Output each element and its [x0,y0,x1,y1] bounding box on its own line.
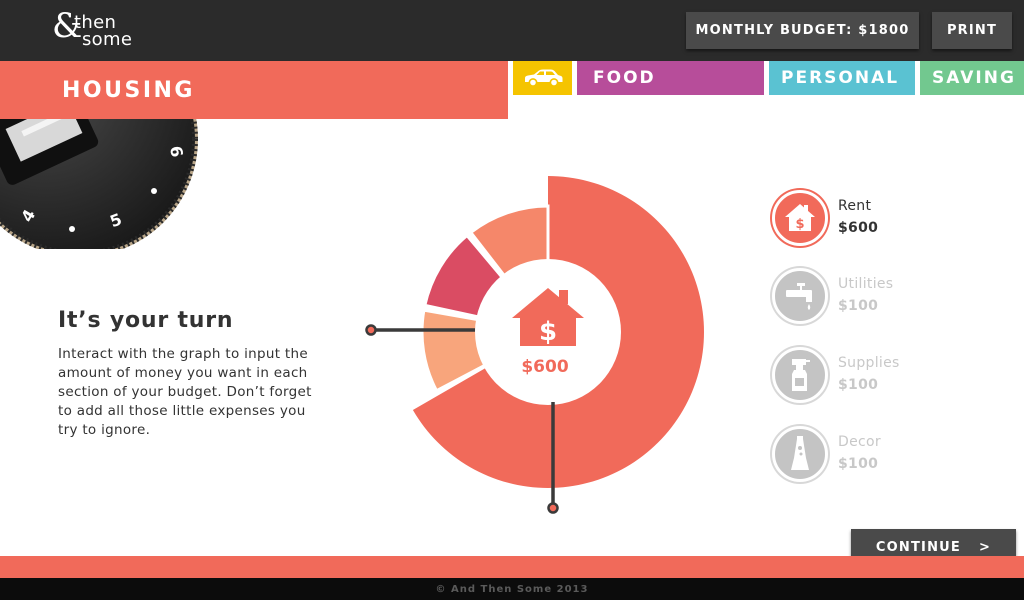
legend-supplies-value: $100 [838,377,879,393]
monthly-budget-button[interactable]: MONTHLY BUDGET: $1800 [686,12,919,49]
car-icon [524,69,562,87]
legend-utilities-circle[interactable] [772,268,828,324]
svg-text:$: $ [539,317,557,347]
spray-bottle-icon [792,359,810,391]
logo-ampersand: & [52,6,83,46]
legend-item-decor[interactable]: Decor $100 [772,426,972,482]
chart-center-value: $600 [521,357,568,377]
legend-supplies-circle[interactable] [772,347,828,403]
faucet-icon [786,283,812,310]
legend-decor-value: $100 [838,456,879,472]
top-bar: & then some MONTHLY BUDGET: $1800 PRINT [0,0,1024,61]
footer: © And Then Some 2013 [0,578,1024,600]
drag-handle-bottom[interactable] [547,502,559,514]
drag-handle-left[interactable] [365,324,377,336]
logo-word-then: then [74,12,117,33]
tab-saving[interactable]: SAVING [920,61,1024,95]
legend-item-utilities[interactable]: Utilities $100 [772,268,972,324]
legend-supplies-name: Supplies [838,355,900,371]
copyright-text: © And Then Some 2013 [435,583,589,595]
logo: & then some [52,6,152,52]
legend-item-supplies[interactable]: Supplies $100 [772,347,972,403]
legend-utilities-value: $100 [838,298,879,314]
tab-housing[interactable]: HOUSING [0,61,508,119]
budget-donut-chart[interactable]: $ $600 [360,170,720,520]
lava-lamp-icon [791,436,809,470]
chevron-right-icon: > [979,540,992,555]
legend-rent-value: $600 [838,220,879,236]
svg-text:$: $ [795,217,804,232]
bottom-accent-stripe [0,556,1024,578]
thermostat-dial-image: 6 5 4 [0,119,200,249]
tab-personal[interactable]: PERSONAL [769,61,915,95]
print-button[interactable]: PRINT [932,12,1012,49]
tab-transport[interactable] [513,61,572,95]
continue-label: CONTINUE [875,540,961,555]
house-dollar-icon: $ [785,204,815,232]
intro-body: Interact with the graph to input the amo… [58,346,312,438]
legend-item-rent[interactable]: $ Rent $600 [772,190,972,246]
tab-housing-label: HOUSING [62,77,195,103]
house-dollar-icon: $ [512,288,584,347]
dial-number-6: 6 [166,144,187,158]
legend-rent-name: Rent [838,198,872,214]
logo-word-some: some [82,29,133,50]
legend-rent-circle[interactable]: $ [772,190,828,246]
legend-decor-circle[interactable] [772,426,828,482]
legend-decor-name: Decor [838,434,881,450]
legend-utilities-name: Utilities [838,276,894,292]
tab-food[interactable]: FOOD [577,61,764,95]
intro-title: It’s your turn [58,308,234,333]
